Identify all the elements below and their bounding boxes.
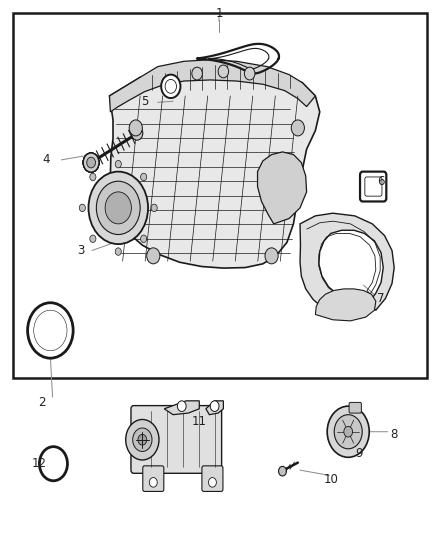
Text: 1: 1: [215, 7, 223, 20]
Circle shape: [126, 419, 159, 460]
Circle shape: [83, 153, 99, 172]
FancyBboxPatch shape: [143, 466, 164, 491]
Circle shape: [133, 428, 152, 451]
Circle shape: [83, 153, 99, 172]
Circle shape: [141, 173, 147, 181]
Circle shape: [141, 235, 147, 243]
Polygon shape: [110, 69, 320, 268]
Circle shape: [210, 401, 219, 411]
Circle shape: [129, 120, 142, 136]
Circle shape: [265, 248, 278, 264]
FancyBboxPatch shape: [360, 172, 386, 201]
Text: 12: 12: [32, 457, 47, 470]
Circle shape: [334, 415, 362, 449]
Circle shape: [344, 426, 353, 437]
Circle shape: [149, 478, 157, 487]
Text: 5: 5: [141, 95, 148, 108]
Text: 4: 4: [42, 154, 50, 166]
Text: 9: 9: [355, 447, 363, 459]
Text: 2: 2: [38, 396, 46, 409]
Polygon shape: [110, 60, 315, 112]
Circle shape: [291, 120, 304, 136]
Circle shape: [115, 248, 121, 255]
Circle shape: [131, 126, 143, 140]
Circle shape: [115, 160, 121, 168]
Circle shape: [165, 79, 177, 93]
Circle shape: [90, 173, 96, 181]
FancyBboxPatch shape: [349, 402, 361, 413]
Polygon shape: [300, 213, 394, 313]
Text: 7: 7: [377, 292, 385, 305]
Circle shape: [218, 65, 229, 78]
FancyBboxPatch shape: [13, 13, 427, 378]
Circle shape: [147, 248, 160, 264]
Polygon shape: [206, 401, 223, 415]
Circle shape: [161, 75, 180, 98]
Polygon shape: [315, 289, 376, 321]
Circle shape: [79, 204, 85, 212]
Text: 11: 11: [192, 415, 207, 427]
Circle shape: [192, 67, 202, 80]
Circle shape: [177, 401, 186, 411]
Polygon shape: [258, 152, 307, 224]
Circle shape: [90, 235, 96, 243]
Circle shape: [83, 153, 99, 172]
Circle shape: [244, 67, 255, 80]
Circle shape: [34, 310, 67, 351]
FancyBboxPatch shape: [131, 406, 222, 473]
Polygon shape: [164, 401, 199, 415]
Text: 10: 10: [323, 473, 338, 486]
Circle shape: [83, 153, 99, 172]
Circle shape: [83, 153, 99, 172]
Circle shape: [28, 303, 73, 358]
Circle shape: [279, 466, 286, 476]
Circle shape: [208, 478, 216, 487]
Circle shape: [151, 204, 157, 212]
Circle shape: [327, 406, 369, 457]
Circle shape: [96, 181, 140, 235]
Circle shape: [88, 172, 148, 244]
Circle shape: [138, 434, 147, 445]
Circle shape: [83, 153, 99, 172]
Circle shape: [39, 447, 67, 481]
Text: 3: 3: [78, 244, 85, 257]
Circle shape: [87, 157, 95, 168]
FancyBboxPatch shape: [365, 177, 382, 196]
Text: 6: 6: [377, 175, 385, 188]
Circle shape: [83, 153, 99, 172]
Text: 8: 8: [391, 428, 398, 441]
FancyBboxPatch shape: [202, 466, 223, 491]
Circle shape: [105, 192, 131, 224]
